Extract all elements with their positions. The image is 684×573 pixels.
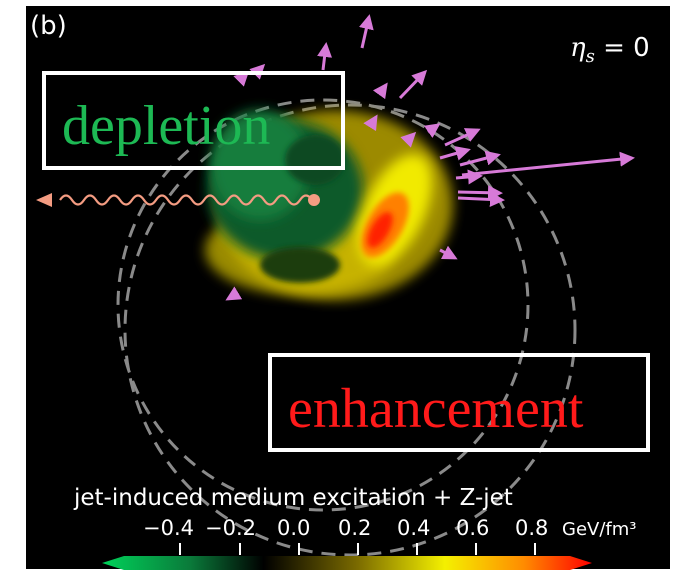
colorbar-tick: 0.2 bbox=[338, 516, 371, 540]
depletion-label: depletion bbox=[62, 95, 270, 157]
excitation-field bbox=[205, 110, 453, 300]
depletion-box bbox=[42, 71, 345, 170]
nucleus-outline-left bbox=[116, 98, 530, 512]
colorbar-tick: −0.4 bbox=[143, 516, 194, 540]
colorbar-tick-marks bbox=[179, 543, 536, 555]
flow-arrows bbox=[225, 14, 635, 301]
colorbar-ticks: −0.4 −0.2 0.0 0.2 0.4 0.6 0.8 bbox=[143, 516, 548, 540]
colorbar-tick: 0.6 bbox=[456, 516, 489, 540]
enhancement-box bbox=[268, 353, 650, 452]
colorbar-tick: 0.8 bbox=[515, 516, 548, 540]
z-boson-arrowhead bbox=[36, 193, 52, 207]
colorbar-tick: 0.0 bbox=[277, 516, 310, 540]
panel-label: (b) bbox=[30, 11, 67, 41]
enhancement-label: enhancement bbox=[288, 378, 584, 440]
nucleus-outline-right bbox=[123, 103, 577, 557]
colorbar bbox=[102, 556, 592, 570]
z-boson-vertex bbox=[308, 194, 320, 206]
colorbar-unit: GeV/fm³ bbox=[562, 519, 637, 540]
colorbar-tick: −0.2 bbox=[205, 516, 256, 540]
colorbar-title: jet-induced medium excitation + Z-jet bbox=[73, 485, 513, 511]
colorbar-tick: 0.4 bbox=[397, 516, 430, 540]
eta-label: ηs = 0 bbox=[570, 33, 650, 67]
z-boson bbox=[36, 193, 320, 207]
